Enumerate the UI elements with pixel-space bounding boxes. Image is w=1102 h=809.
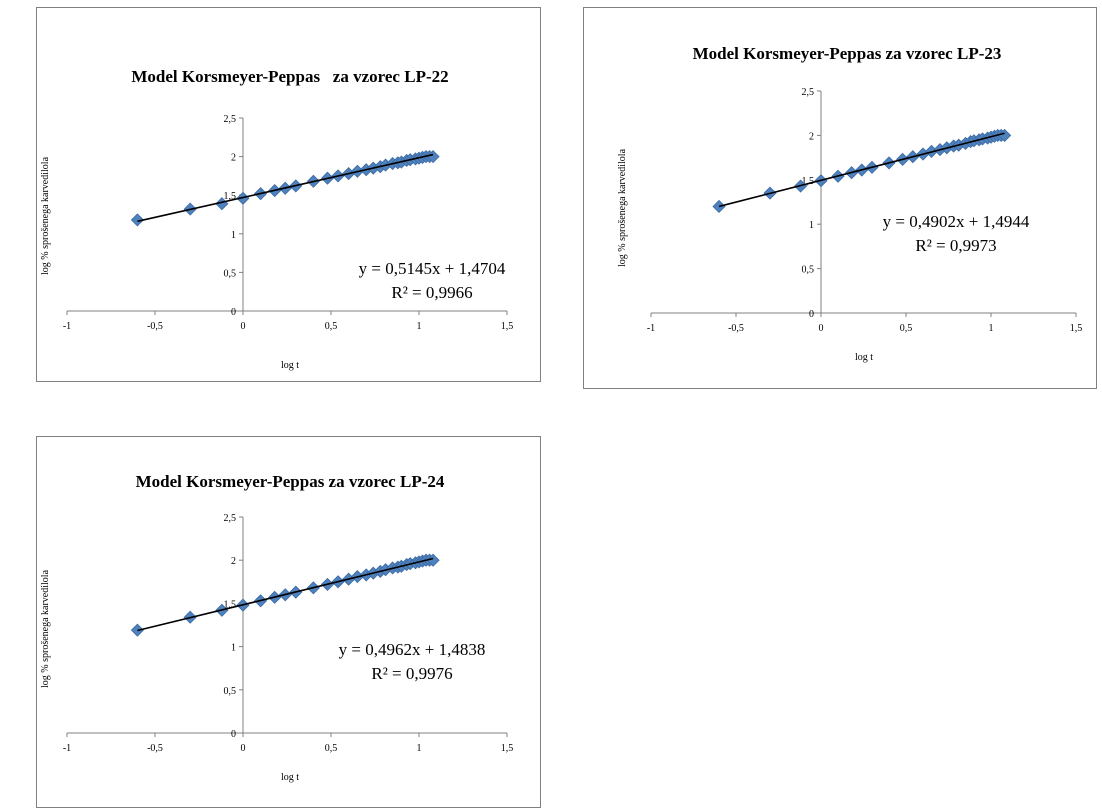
y-tick-label: 2,5	[224, 114, 237, 125]
y-tick-label: 2	[231, 153, 236, 164]
x-tick-label: 0	[241, 743, 246, 754]
x-tick-label: -1	[63, 743, 71, 754]
x-tick-label: 1	[417, 743, 422, 754]
chart-lp-22: -1 -0,5 0 0,5 1 1,5 0 0,5 1 1,5 2 2,5 Model Korsmey…	[36, 7, 541, 382]
y-tick-label: 1	[809, 220, 814, 231]
y-tick-label: 1,5	[224, 599, 237, 610]
trendline-equation: y = 0,4962x + 1,4838	[339, 640, 486, 659]
x-axis-label: log t	[281, 360, 299, 371]
y-tick-label: 0,5	[224, 686, 237, 697]
x-tick-label: 1,5	[501, 743, 514, 754]
y-axis-label: log % sprošenega karvedilola	[617, 148, 628, 267]
chart-svg: -1 -0,5 0 0,5 1 1,5 0 0,5 1 1,5 2 2,5 Model Korsmey…	[40, 67, 513, 371]
x-tick-label: 1	[417, 321, 422, 332]
chart-lp-23: -1 -0,5 0 0,5 1 1,5 0 0,5 1 1,5 2 2,5 Model Korsmey…	[583, 7, 1097, 389]
data-point	[426, 150, 440, 164]
trendline	[718, 132, 1005, 208]
y-tick-label: 2,5	[802, 87, 815, 98]
chart-lp-24: -1 -0,5 0 0,5 1 1,5 0 0,5 1 1,5 2 2,5 Model Korsmey…	[36, 436, 541, 808]
trendline-r2: R² = 0,9976	[371, 664, 452, 683]
y-axis-label: log % sprošenega karvedilola	[40, 156, 51, 275]
y-tick-label: 1,5	[802, 176, 815, 187]
trendline-equation: y = 0,5145x + 1,4704	[359, 259, 506, 278]
chart-title: Model Korsmeyer-Peppas za vzorec LP-24	[136, 472, 445, 491]
x-tick-label: -1	[63, 321, 71, 332]
x-tick-label: 0,5	[325, 321, 338, 332]
y-tick-label: 0	[231, 729, 236, 740]
y-tick-label: 0	[809, 309, 814, 320]
x-tick-label: -0,5	[728, 323, 744, 334]
trendline-equation: y = 0,4902x + 1,4944	[883, 212, 1030, 231]
x-tick-label: 0,5	[900, 323, 913, 334]
data-point	[998, 128, 1012, 142]
trendline	[137, 557, 434, 632]
plot-area: -1 -0,5 0 0,5 1 1,5 0 0,5 1 1,5 2 2,5	[647, 87, 1082, 334]
chart-svg: -1 -0,5 0 0,5 1 1,5 0 0,5 1 1,5 2 2,5 Model Korsmey…	[40, 472, 513, 783]
y-tick-label: 2	[809, 131, 814, 142]
chart-title: Model Korsmeyer-Peppas za vzorec LP-22	[131, 67, 448, 86]
plot-area: -1 -0,5 0 0,5 1 1,5 0 0,5 1 1,5 2 2,5	[63, 513, 513, 754]
y-axis-label: log % sprošenega karvedilola	[40, 569, 51, 688]
plot-area: -1 -0,5 0 0,5 1 1,5 0 0,5 1 1,5 2 2,5	[63, 114, 513, 332]
x-tick-label: 1,5	[501, 321, 514, 332]
trendline	[137, 153, 434, 223]
data-point	[130, 213, 144, 227]
x-tick-label: -0,5	[147, 743, 163, 754]
x-tick-label: 1	[989, 323, 994, 334]
chart-title: Model Korsmeyer-Peppas za vzorec LP-23	[693, 44, 1002, 63]
x-axis-label: log t	[281, 772, 299, 783]
data-point	[426, 553, 440, 567]
x-tick-label: -0,5	[147, 321, 163, 332]
data-point	[712, 199, 726, 214]
y-tick-label: 0	[231, 307, 236, 318]
y-tick-label: 2,5	[224, 513, 237, 524]
y-tick-label: 1	[231, 643, 236, 654]
x-axis-label: log t	[855, 352, 873, 363]
trendline-r2: R² = 0,9973	[915, 236, 996, 255]
x-tick-label: 0	[819, 323, 824, 334]
y-tick-label: 0,5	[802, 265, 815, 276]
x-tick-label: 0	[241, 321, 246, 332]
x-tick-label: 0,5	[325, 743, 338, 754]
y-tick-label: 1,5	[224, 191, 237, 202]
x-tick-label: -1	[647, 323, 655, 334]
y-tick-label: 0,5	[224, 268, 237, 279]
y-tick-label: 1	[231, 230, 236, 241]
chart-svg: -1 -0,5 0 0,5 1 1,5 0 0,5 1 1,5 2 2,5 Model Korsmey…	[617, 44, 1082, 363]
trendline-r2: R² = 0,9966	[391, 283, 472, 302]
x-tick-label: 1,5	[1070, 323, 1083, 334]
y-tick-label: 2	[231, 556, 236, 567]
